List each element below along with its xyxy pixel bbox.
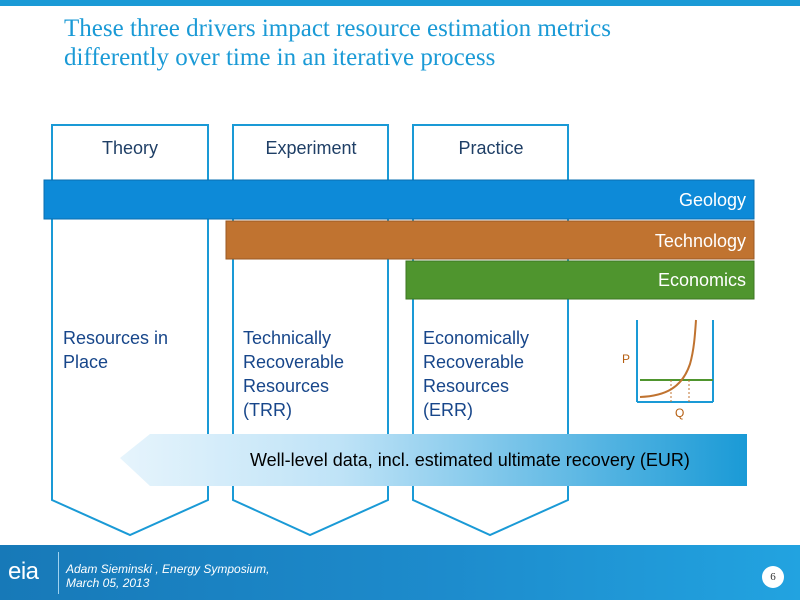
theory-line: Resources in bbox=[63, 328, 169, 348]
experiment-line: Resources bbox=[243, 376, 330, 396]
top-accent-bar bbox=[0, 0, 800, 6]
geology-label: Geology bbox=[678, 190, 746, 210]
column-heading-theory: Theory bbox=[101, 138, 159, 158]
practice-line: Recoverable bbox=[423, 352, 525, 372]
title-line-1: These three drivers impact resource esti… bbox=[64, 15, 612, 42]
footer-bar bbox=[0, 545, 800, 600]
economics-label: Economics bbox=[657, 270, 746, 290]
footer-author-line: Adam Sieminski , Energy Symposium, bbox=[66, 562, 270, 576]
column-heading-experiment: Experiment bbox=[265, 138, 357, 158]
experiment-description: Technically Recoverable Resources (TRR) bbox=[243, 326, 344, 422]
mini-supply-chart bbox=[636, 319, 714, 403]
slide-title: These three drivers impact resource esti… bbox=[64, 14, 764, 72]
well-data-text: Well-level data, incl. estimated ultimat… bbox=[250, 450, 690, 470]
practice-description: Economically Recoverable Resources (ERR) bbox=[423, 326, 529, 422]
mini-supply-curve bbox=[639, 319, 697, 398]
footer-divider bbox=[58, 552, 59, 594]
experiment-line: (TRR) bbox=[243, 400, 292, 420]
footer-date-line: March 05, 2013 bbox=[66, 576, 150, 590]
page-number: 6 bbox=[762, 566, 784, 588]
title-line-2: differently over time in an iterative pr… bbox=[64, 44, 496, 71]
theory-description: Resources in Place bbox=[63, 326, 168, 374]
mini-chart-y-label: P bbox=[622, 352, 631, 366]
economics-bar bbox=[405, 260, 755, 300]
practice-line: Resources bbox=[423, 376, 510, 396]
practice-line: Economically bbox=[423, 328, 530, 348]
practice-line: (ERR) bbox=[423, 400, 473, 420]
theory-line: Place bbox=[63, 352, 109, 372]
eia-logo: eia bbox=[8, 558, 39, 585]
experiment-line: Technically bbox=[243, 328, 332, 348]
technology-bar bbox=[225, 220, 755, 260]
well-data-band bbox=[120, 434, 747, 486]
footer-citation: Adam Sieminski , Energy Symposium, March… bbox=[66, 562, 269, 590]
experiment-line: Recoverable bbox=[243, 352, 345, 372]
mini-chart-x-label: Q bbox=[675, 406, 685, 420]
geology-bar bbox=[43, 179, 755, 220]
technology-label: Technology bbox=[654, 231, 746, 251]
column-heading-practice: Practice bbox=[458, 138, 524, 158]
theory-column-outline bbox=[51, 124, 209, 537]
